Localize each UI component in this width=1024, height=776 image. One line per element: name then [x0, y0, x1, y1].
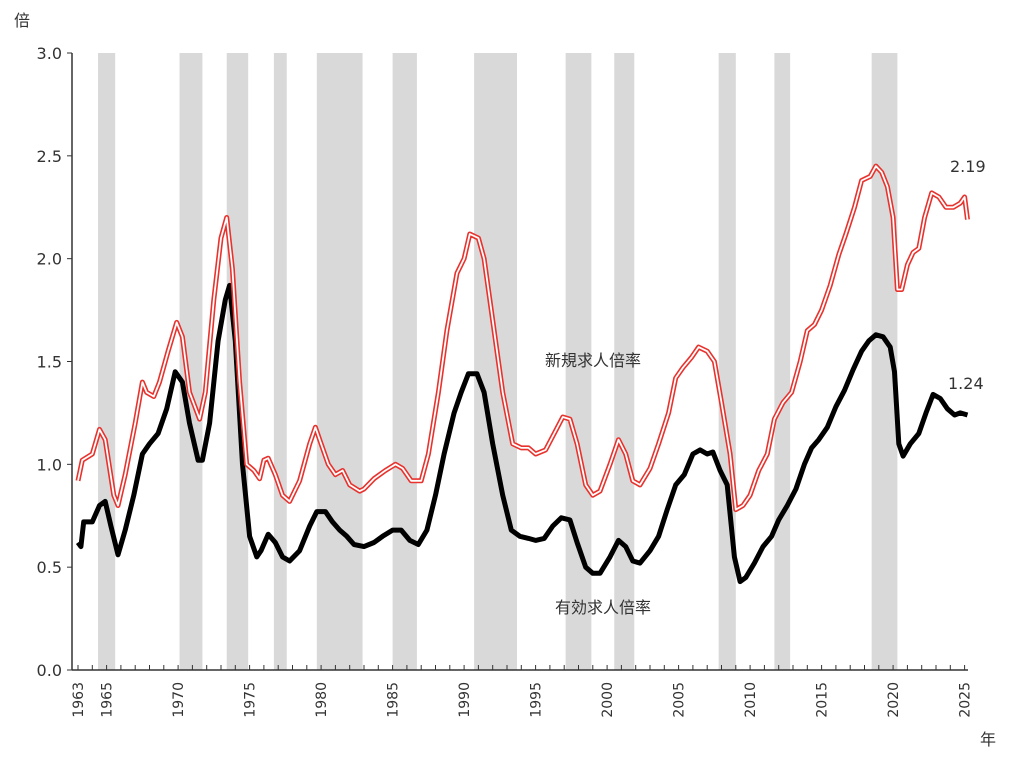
series-label-active-openings: 有効求人倍率: [555, 598, 651, 617]
x-tick-label: 1995: [529, 682, 545, 718]
recession-band: [718, 53, 736, 670]
recession-band: [774, 53, 791, 670]
recession-band: [273, 53, 287, 670]
series-line-new-openings: [75, 163, 970, 513]
y-tick-label: 0.5: [37, 558, 62, 577]
x-tick-label: 1970: [171, 682, 187, 718]
series-line-new-openings-inner: [77, 165, 969, 511]
series-label-new-openings: 新規求人倍率: [545, 351, 641, 370]
x-tick-label: 1975: [243, 682, 259, 718]
end-value-new-openings: 2.19: [950, 157, 986, 176]
y-tick-label: 0.0: [37, 661, 62, 680]
y-tick-label: 2.0: [37, 250, 62, 269]
x-tick-label: 2025: [958, 682, 974, 718]
end-value-active-openings: 1.24: [948, 374, 984, 393]
x-tick-label: 2000: [600, 682, 616, 718]
recession-band: [316, 53, 363, 670]
x-axis-unit-label: 年: [980, 730, 996, 749]
x-tick-label: 1963: [71, 682, 87, 718]
x-tick-label: 1990: [457, 682, 473, 718]
axes: 0.0 0.5 1.0 1.5 2.0 2.5 3.0 1963 1965 1970 1975 198…: [37, 44, 974, 718]
x-tick-label: 2010: [743, 682, 759, 718]
x-tick-label: 2005: [672, 682, 688, 718]
x-tick-label: 1985: [386, 682, 402, 718]
series-lines: [75, 163, 970, 585]
y-axis-unit-label: 倍: [14, 11, 30, 30]
recession-band: [474, 53, 518, 670]
recession-band: [392, 53, 417, 670]
x-tick-label: 2020: [886, 682, 902, 718]
x-tick-label: 1980: [314, 682, 330, 718]
series-line-active-openings: [75, 282, 969, 585]
y-tick-label: 1.0: [37, 455, 62, 474]
recession-band: [179, 53, 203, 670]
recession-band: [98, 53, 116, 670]
y-tick-label: 2.5: [37, 147, 62, 166]
x-tick-label: 2015: [815, 682, 831, 718]
y-tick-label: 1.5: [37, 353, 62, 372]
y-tick-label: 3.0: [37, 44, 62, 63]
x-tick-label: 1965: [100, 682, 116, 718]
recession-band: [614, 53, 635, 670]
